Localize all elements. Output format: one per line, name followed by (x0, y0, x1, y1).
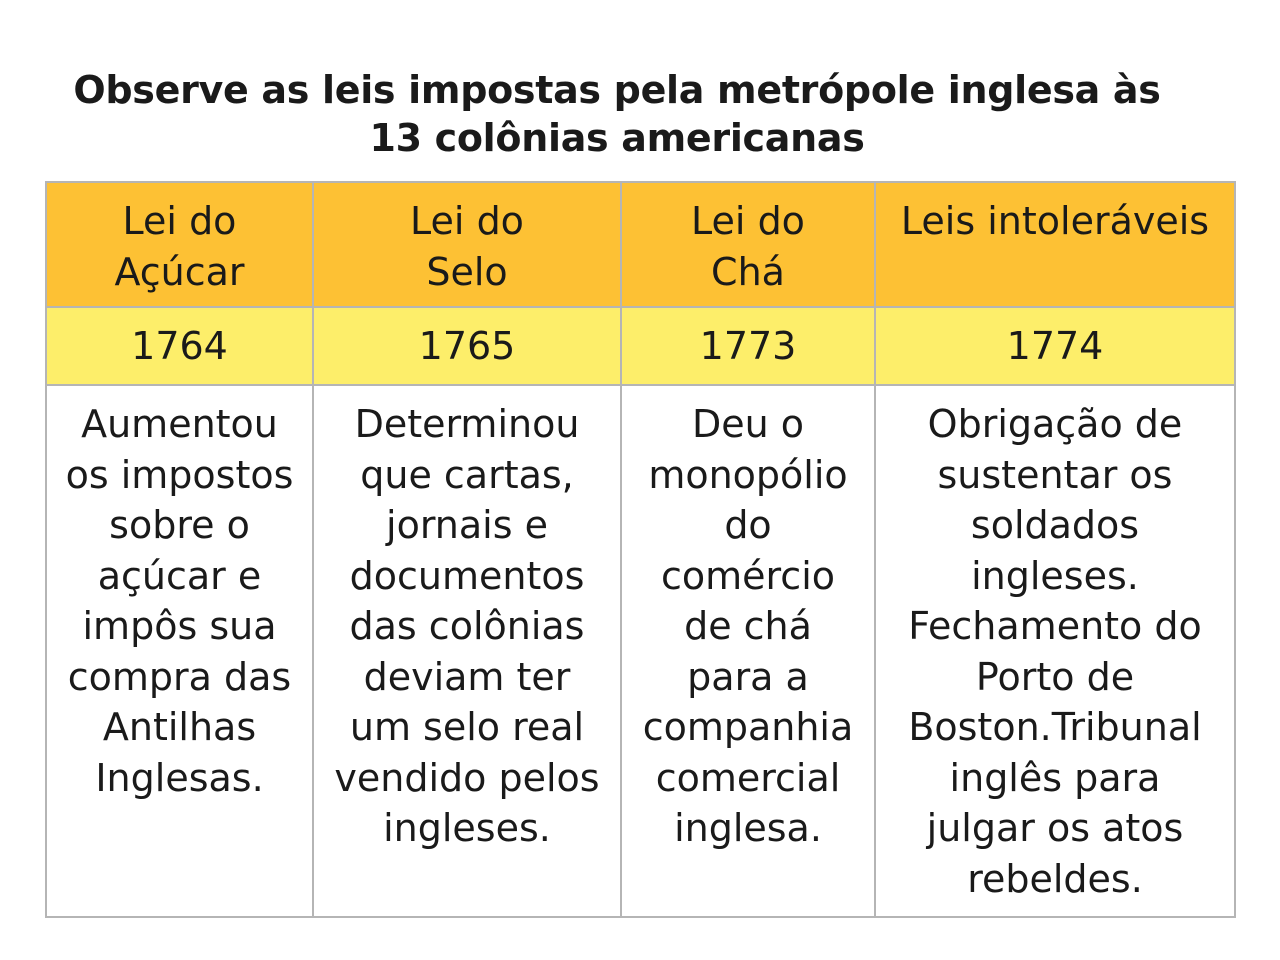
description-line: para a (687, 654, 809, 699)
description-line: inglês para (949, 755, 1161, 800)
description-line: comércio (660, 553, 836, 598)
description-line: sustentar os (937, 452, 1173, 497)
year-cell: 1774 (874, 306, 1236, 386)
description-cell-intolerable-acts: Obrigação de sustentar os soldados ingle… (874, 384, 1236, 918)
description-line: Determinou (354, 402, 580, 446)
description-line: que cartas, (360, 452, 574, 497)
description-line: julgar os atos (926, 806, 1184, 850)
header-line: Leis intoleráveis (900, 199, 1210, 243)
description-line: Deu o (691, 402, 805, 446)
description-line: açúcar e (97, 553, 262, 598)
header-line: Lei do (691, 199, 805, 243)
description-line: vendido pelos (334, 755, 600, 800)
description-line: monopólio (648, 452, 848, 497)
description-cell-sugar-act: Aumentou os impostos sobre o açúcar e im… (45, 384, 314, 918)
year-cell: 1773 (620, 306, 876, 386)
description-line: compra das (67, 654, 292, 699)
header-line: Selo (426, 249, 508, 294)
description-line: inglesa. (674, 806, 822, 850)
year-row: 1764 1765 1773 1774 (45, 306, 1236, 386)
title-line-1: Observe as leis impostas pela metrópole … (73, 68, 1161, 112)
header-cell-sugar-act: Lei do Açúcar (45, 181, 314, 308)
description-line: sobre o (109, 503, 250, 547)
description-line: de chá (684, 604, 812, 648)
header-cell-intolerable-acts: Leis intoleráveis (874, 181, 1236, 308)
laws-table: Lei do Açúcar Lei do Selo Lei do Chá Lei… (45, 181, 1236, 918)
year-cell: 1765 (312, 306, 622, 386)
description-line: Aumentou (81, 402, 278, 446)
description-line: soldados (970, 503, 1140, 547)
title-line-2: 13 colônias americanas (369, 116, 865, 160)
description-line: ingleses. (383, 806, 551, 850)
description-line: Obrigação de (927, 402, 1183, 446)
description-line: Inglesas. (95, 755, 264, 800)
header-cell-stamp-act: Lei do Selo (312, 181, 622, 308)
description-cell-tea-act: Deu o monopólio do comércio de chá para … (620, 384, 876, 918)
header-line: Lei do (410, 199, 524, 243)
header-line: Chá (711, 249, 785, 294)
description-line: comercial (655, 755, 841, 800)
description-line: impôs sua (82, 604, 277, 648)
description-line: documentos (349, 553, 585, 598)
header-line: Lei do (122, 199, 237, 243)
description-line: os impostos (65, 452, 294, 497)
description-row: Aumentou os impostos sobre o açúcar e im… (45, 384, 1236, 918)
description-line: um selo real (349, 705, 585, 749)
header-row: Lei do Açúcar Lei do Selo Lei do Chá Lei… (45, 181, 1236, 308)
year-cell: 1764 (45, 306, 314, 386)
description-cell-stamp-act: Determinou que cartas, jornais e documen… (312, 384, 622, 918)
header-cell-tea-act: Lei do Chá (620, 181, 876, 308)
description-line: das colônias (349, 604, 585, 648)
description-line: jornais e (386, 503, 548, 547)
description-line: ingleses. (971, 553, 1139, 598)
description-line: Fechamento do (908, 604, 1202, 648)
description-line: companhia (642, 705, 854, 749)
description-line: Porto de (975, 654, 1135, 699)
page-title: Observe as leis impostas pela metrópole … (0, 66, 1234, 162)
description-line: Antilhas (102, 705, 257, 749)
header-line: Açúcar (114, 249, 245, 294)
description-line: deviam ter (363, 654, 571, 699)
description-line: Boston.Tribunal (908, 705, 1202, 749)
description-line: rebeldes. (967, 856, 1143, 901)
description-line: do (724, 503, 772, 547)
